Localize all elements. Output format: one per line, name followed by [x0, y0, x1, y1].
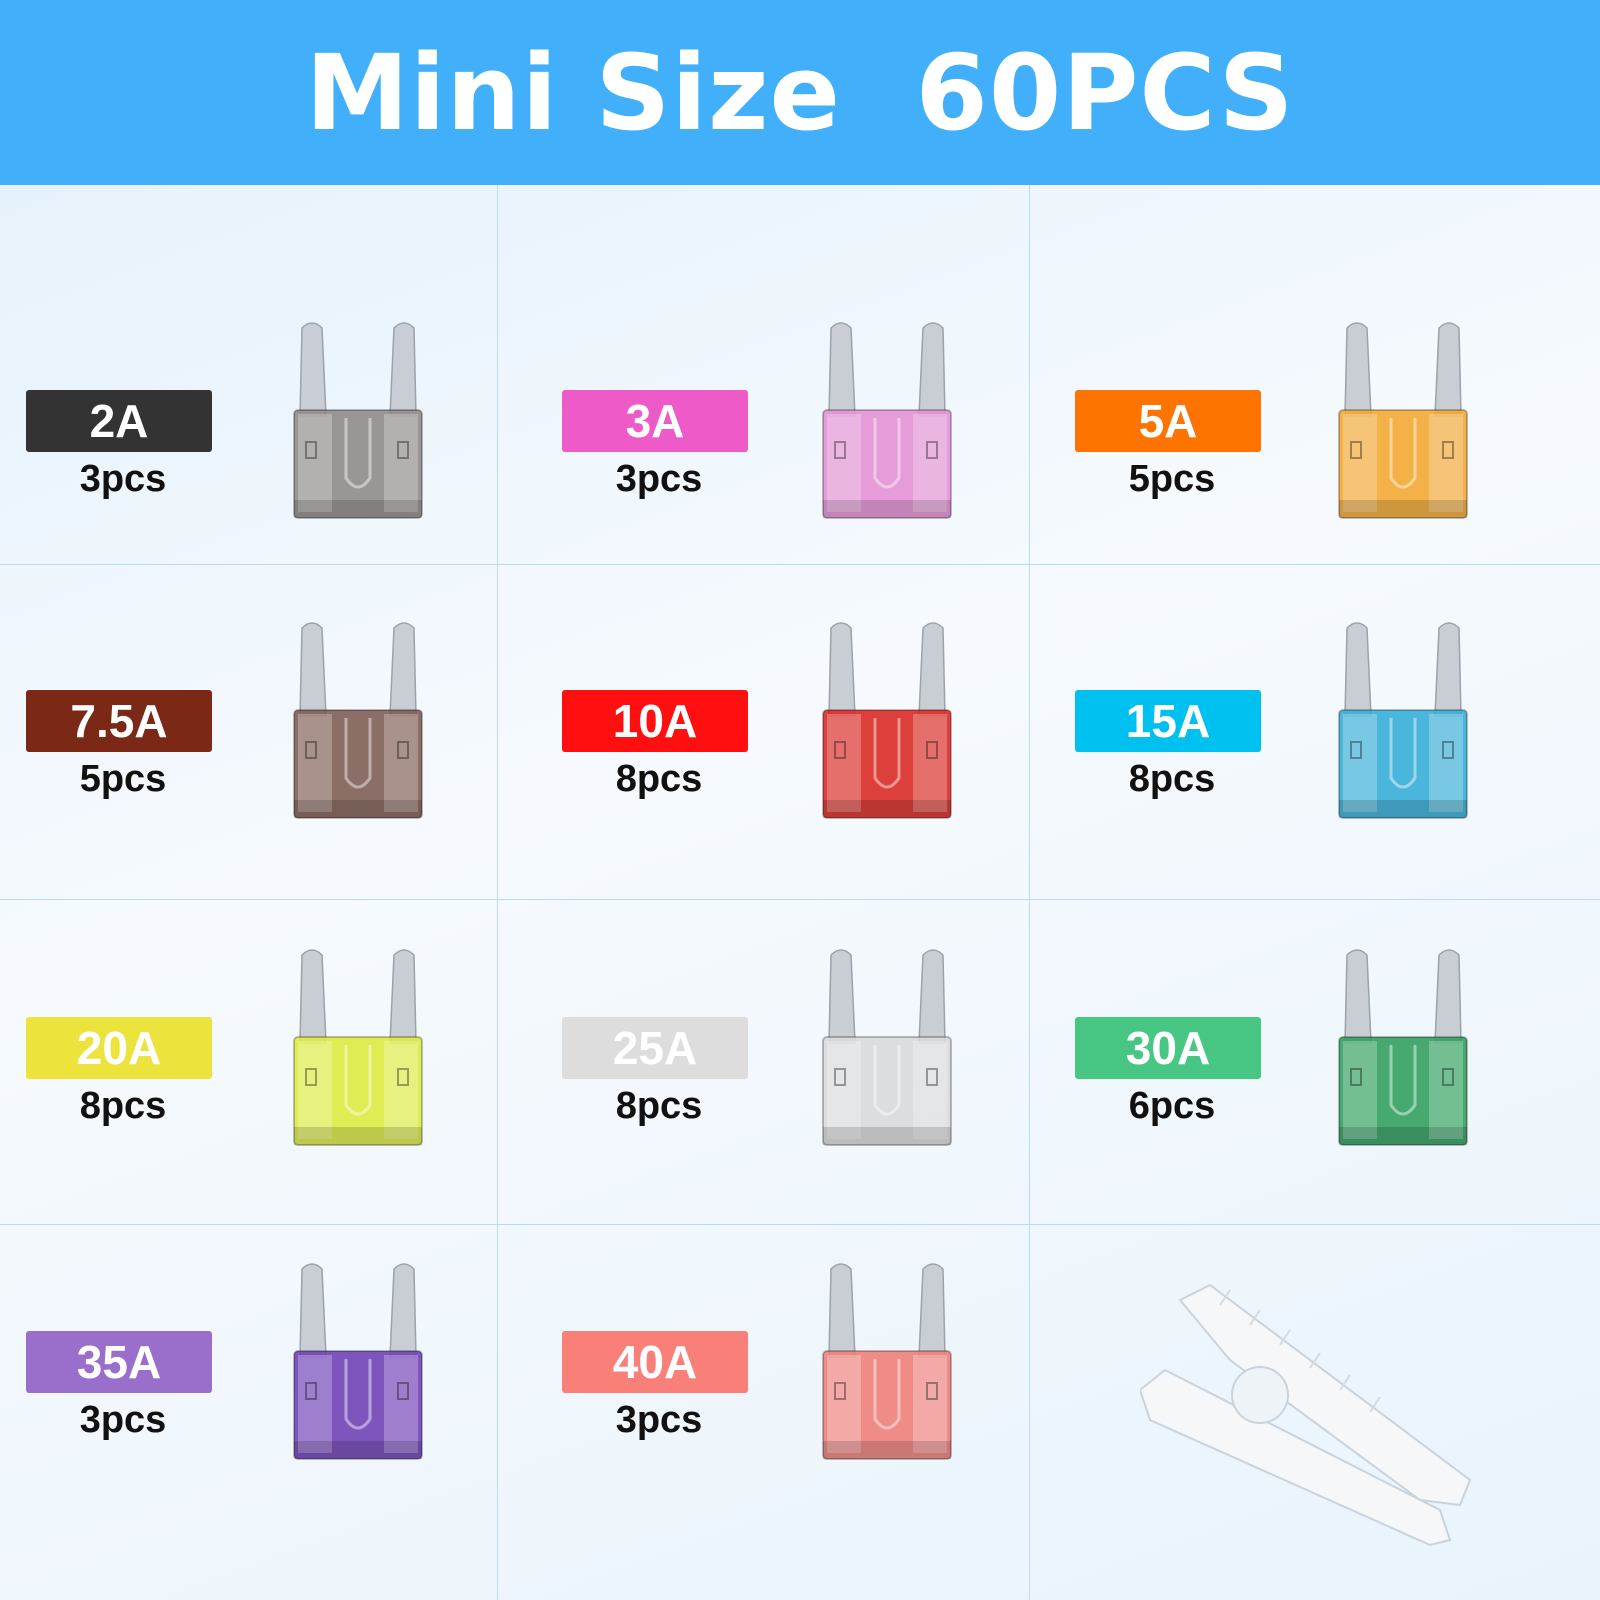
rating-text: 15A — [1125, 695, 1211, 747]
rating-badge: 10A — [562, 690, 748, 752]
mini-fuse-icon — [293, 1263, 423, 1460]
mini-fuse-icon — [822, 622, 952, 819]
rating-text: 25A — [612, 1022, 698, 1074]
mini-fuse-icon — [293, 322, 423, 519]
count-text: 5pcs — [1128, 458, 1216, 500]
count-text: 6pcs — [1128, 1085, 1216, 1127]
rating-badge: 3A — [562, 390, 748, 452]
count-text: 8pcs — [615, 758, 703, 800]
rating-badge: 35A — [26, 1331, 212, 1393]
rating-badge: 20A — [26, 1017, 212, 1079]
divider — [0, 899, 1600, 900]
rating-text: 5A — [1138, 395, 1198, 447]
divider — [0, 564, 1600, 565]
mini-fuse-icon — [293, 622, 423, 819]
rating-text: 35A — [76, 1336, 162, 1388]
divider — [1029, 185, 1030, 1600]
header-banner: Mini Size 60PCS — [0, 0, 1600, 185]
rating-badge: 40A — [562, 1331, 748, 1393]
mini-fuse-icon — [1338, 322, 1468, 519]
rating-text: 10A — [612, 695, 698, 747]
rating-badge: 15A — [1075, 690, 1261, 752]
mini-fuse-icon — [1338, 949, 1468, 1146]
mini-fuse-icon — [293, 949, 423, 1146]
count-text: 5pcs — [79, 758, 167, 800]
count-text: 8pcs — [615, 1085, 703, 1127]
count-text: 3pcs — [79, 458, 167, 500]
count-text: 8pcs — [79, 1085, 167, 1127]
count-text: 3pcs — [615, 458, 703, 500]
rating-badge: 2A — [26, 390, 212, 452]
rating-text: 2A — [89, 395, 149, 447]
rating-badge: 30A — [1075, 1017, 1261, 1079]
mini-fuse-icon — [822, 949, 952, 1146]
fuse-puller-icon — [1140, 1283, 1472, 1547]
divider — [0, 1224, 1600, 1225]
rating-text: 40A — [612, 1336, 698, 1388]
rating-badge: 5A — [1075, 390, 1261, 452]
rating-text: 7.5A — [70, 695, 168, 747]
fuse-grid — [0, 185, 1600, 1600]
rating-text: 20A — [76, 1022, 162, 1074]
page-title: Mini Size 60PCS — [305, 31, 1295, 154]
divider — [497, 185, 498, 1600]
rating-badge: 7.5A — [26, 690, 212, 752]
rating-badge: 25A — [562, 1017, 748, 1079]
count-text: 8pcs — [1128, 758, 1216, 800]
mini-fuse-icon — [822, 322, 952, 519]
rating-text: 3A — [625, 395, 685, 447]
count-text: 3pcs — [79, 1399, 167, 1441]
mini-fuse-icon — [822, 1263, 952, 1460]
count-text: 3pcs — [615, 1399, 703, 1441]
rating-text: 30A — [1125, 1022, 1211, 1074]
mini-fuse-icon — [1338, 622, 1468, 819]
